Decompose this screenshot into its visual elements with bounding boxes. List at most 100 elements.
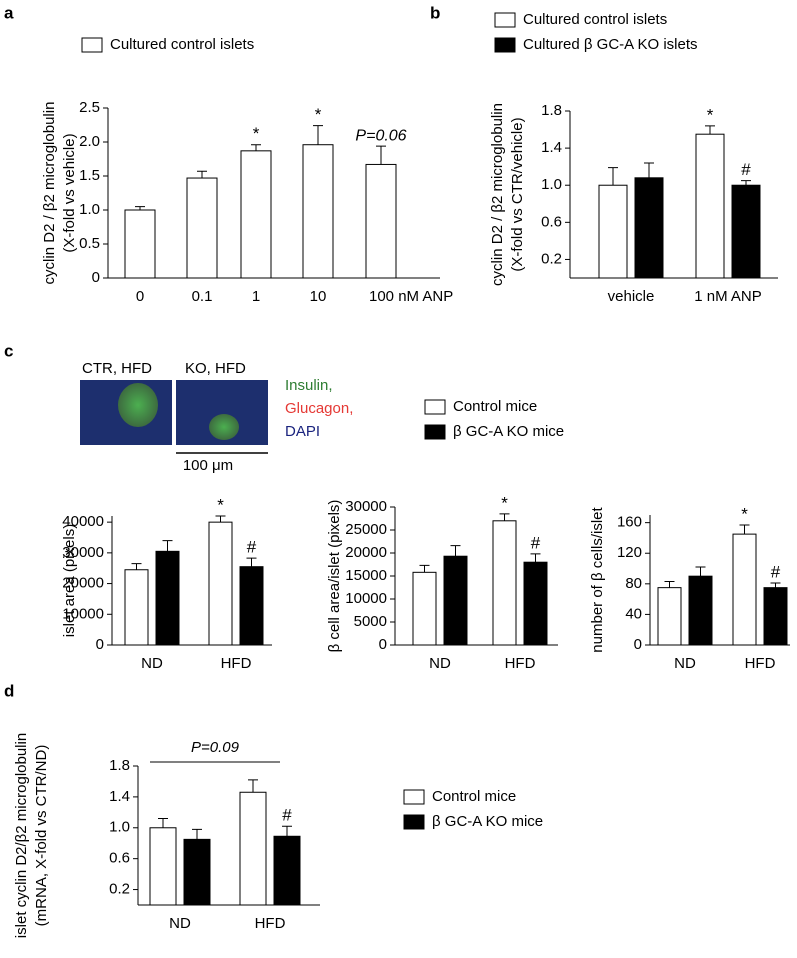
error-bar (608, 167, 618, 186)
y-tick-label: 1.8 (109, 757, 130, 774)
panel-label: c (4, 341, 13, 360)
stain-label: Glucagon, (285, 400, 353, 417)
y-tick-label: 1.0 (109, 819, 130, 836)
error-bar (158, 818, 168, 828)
error-bar (739, 524, 750, 535)
bar (273, 835, 301, 906)
stain-label: DAPI (285, 423, 320, 440)
legend-label: Control mice (432, 788, 516, 805)
image-label: CTR, HFD (82, 360, 152, 377)
y-tick-label: 10000 (62, 605, 104, 622)
legend-label: Cultured β GC-A KO islets (523, 36, 698, 53)
x-tick-label: HFD (505, 655, 536, 672)
y-tick-label: 0 (96, 636, 104, 653)
islet (118, 383, 158, 427)
error-bar (135, 206, 145, 210)
annotation: # (741, 160, 751, 179)
y-axis-label: (mRNA, X-fold vs CTR/ND) (33, 745, 50, 927)
panel-label: a (4, 3, 14, 22)
bar (634, 177, 664, 279)
bar (124, 569, 149, 646)
annotation: * (253, 124, 260, 143)
y-tick-label: 120 (617, 544, 642, 561)
y-tick-label: 0.5 (79, 235, 100, 252)
y-axis-label: number of β cells/islet (589, 506, 606, 652)
y-tick-label: 1.8 (541, 102, 562, 119)
x-tick-label: HFD (745, 655, 776, 672)
error-bar (499, 513, 510, 521)
x-tick-label: HFD (221, 655, 252, 672)
error-bar (246, 557, 257, 567)
annotation: # (771, 563, 781, 582)
bar (688, 575, 713, 646)
error-bar (695, 566, 706, 577)
legend-swatch (403, 814, 425, 830)
legend-swatch (403, 789, 425, 805)
bar (763, 587, 788, 646)
error-bar (419, 564, 430, 573)
error-bar (644, 162, 654, 178)
bar (239, 566, 264, 646)
legend-label: Cultured control islets (523, 11, 667, 28)
error-bar (705, 125, 715, 135)
bar (208, 521, 233, 646)
bar (240, 150, 272, 279)
error-bar (664, 581, 675, 588)
annotation: * (741, 504, 748, 523)
legend-label: Control mice (453, 398, 537, 415)
legend-label: β GC-A KO mice (453, 423, 564, 440)
bar (598, 184, 628, 279)
y-tick-label: 80 (625, 575, 642, 592)
y-tick-label: 0.6 (541, 213, 562, 230)
error-bar (251, 144, 261, 151)
legend-swatch (424, 424, 446, 440)
y-axis-label: β cell area/islet (pixels) (326, 500, 343, 653)
error-bar (741, 180, 751, 186)
y-tick-label: 1.4 (541, 139, 562, 156)
x-tick-label: HFD (255, 915, 286, 932)
annotation: * (315, 105, 322, 124)
error-bar (162, 540, 173, 552)
y-tick-label: 1.5 (79, 167, 100, 184)
y-axis-label: (X-fold vs CTR/vehicle) (509, 117, 526, 271)
bar (186, 177, 218, 279)
error-bar (530, 553, 541, 563)
y-tick-label: 0.2 (109, 881, 130, 898)
error-bar (131, 563, 142, 570)
x-tick-label: 0 (136, 288, 144, 305)
y-tick-label: 5000 (354, 613, 387, 630)
error-bar (282, 825, 292, 837)
error-bar (192, 828, 202, 840)
stain-label: Insulin, (285, 377, 333, 394)
annotation: * (501, 493, 508, 512)
error-bar (313, 125, 323, 145)
bar (124, 209, 156, 279)
y-axis-label: (X-fold vs vehicle) (61, 133, 78, 252)
scale-label: 100 μm (183, 457, 233, 474)
x-tick-label: ND (429, 655, 451, 672)
y-axis-label: cyclin D2 / β2 microglobulin (489, 103, 506, 286)
x-tick-label: 100 nM ANP (369, 288, 453, 305)
legend-label: β GC-A KO mice (432, 813, 543, 830)
panel-label: b (430, 3, 440, 22)
image-label: KO, HFD (185, 360, 246, 377)
y-axis-label: cyclin D2 / β2 microglobulin (41, 102, 58, 285)
y-tick-label: 40000 (62, 513, 104, 530)
y-tick-label: 0.6 (109, 850, 130, 867)
annotation: * (217, 495, 224, 514)
x-tick-label: ND (674, 655, 696, 672)
micrograph: CTR, HFD KO, HFD 100 μm (80, 360, 268, 474)
y-tick-label: 10000 (345, 590, 387, 607)
y-tick-label: 1.0 (79, 201, 100, 218)
y-tick-label: 15000 (345, 567, 387, 584)
y-tick-label: 0.2 (541, 250, 562, 267)
islet (209, 414, 239, 440)
error-bar (248, 779, 258, 793)
bar (732, 533, 757, 646)
error-bar (215, 515, 226, 523)
bracket-label: P=0.09 (191, 739, 240, 756)
panel-label: d (4, 681, 14, 700)
error-bar (376, 145, 386, 165)
y-axis-label: islet cyclin D2/β2 microglobulin (13, 733, 30, 938)
